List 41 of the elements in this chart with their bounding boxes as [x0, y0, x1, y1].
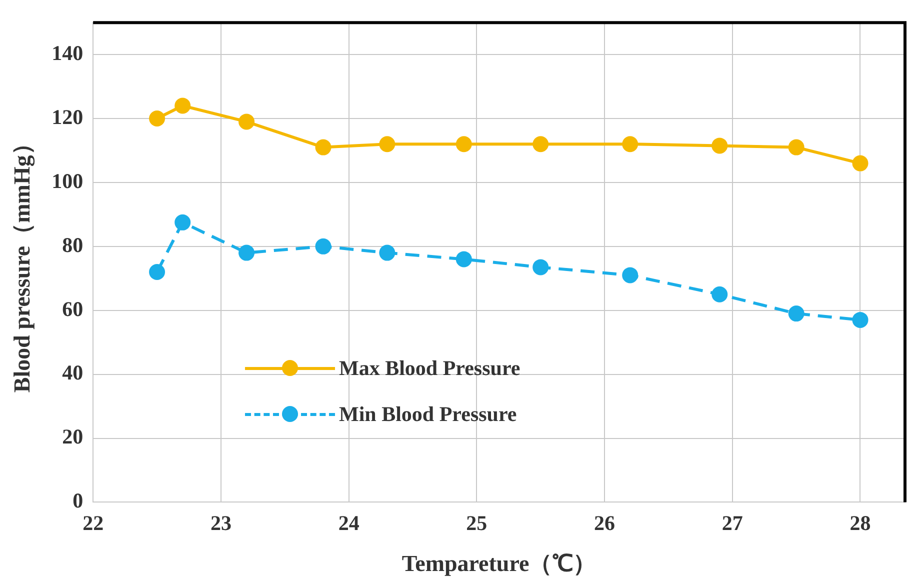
point	[852, 155, 868, 172]
x-axis-title: Tempareture（℃）	[402, 551, 596, 576]
y-tick-label: 140	[52, 40, 84, 65]
y-tick-label: 40	[62, 360, 84, 385]
point	[174, 214, 191, 230]
y-axis-title: Blood pressure（mmHg）	[10, 132, 36, 393]
x-tick-label: 27	[722, 511, 743, 536]
x-tick-label: 28	[850, 511, 871, 536]
point	[456, 136, 472, 152]
y-tick-label: 0	[72, 488, 84, 513]
point	[149, 110, 166, 127]
point	[622, 136, 638, 152]
point	[379, 136, 396, 152]
point	[174, 98, 191, 114]
y-tick-label: 60	[62, 296, 84, 321]
y-tick-label: 80	[62, 232, 84, 257]
point	[238, 114, 255, 130]
point	[788, 139, 804, 156]
point	[712, 286, 728, 302]
legend-label: Min Blood Pressure	[339, 402, 517, 426]
point	[456, 251, 472, 268]
x-tick-label: 26	[594, 511, 616, 536]
point	[315, 238, 332, 254]
y-tick-label: 20	[62, 424, 84, 449]
legend-label: Max Blood Pressure	[339, 356, 520, 380]
y-tick-label: 100	[52, 168, 84, 193]
x-tick-label: 25	[466, 511, 488, 536]
y-tick-label: 120	[52, 104, 84, 129]
point	[532, 136, 549, 152]
x-tick-label: 23	[210, 511, 232, 536]
point	[315, 139, 332, 156]
point	[379, 244, 396, 261]
point	[532, 259, 549, 276]
point	[238, 244, 255, 261]
x-tick-label: 22	[82, 511, 104, 536]
point	[788, 306, 804, 322]
point	[852, 312, 868, 328]
point	[712, 138, 728, 154]
point	[622, 267, 638, 284]
point	[149, 264, 166, 280]
x-tick-label: 24	[338, 511, 360, 536]
